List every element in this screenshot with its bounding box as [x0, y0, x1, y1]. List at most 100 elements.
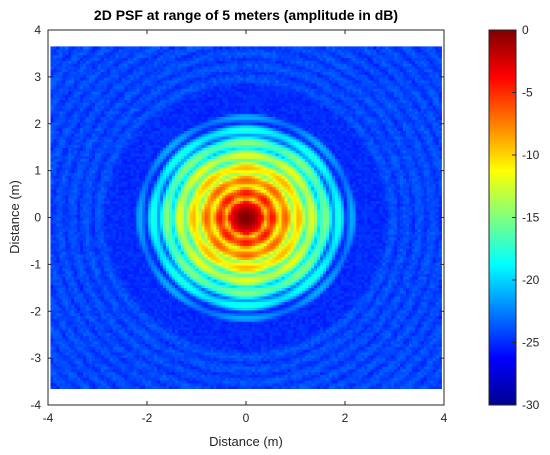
heatmap-cell	[59, 349, 62, 352]
heatmap-cell	[353, 296, 356, 299]
heatmap-cell	[273, 380, 276, 383]
heatmap-cell	[225, 310, 228, 313]
heatmap-cell	[80, 383, 83, 386]
heatmap-cell	[329, 282, 332, 285]
heatmap-cell	[237, 386, 240, 389]
heatmap-cell	[181, 302, 184, 305]
heatmap-cell	[86, 327, 89, 330]
heatmap-cell	[255, 383, 258, 386]
heatmap-cell	[252, 369, 255, 372]
heatmap-cell	[379, 352, 382, 355]
heatmap-cell	[299, 316, 302, 319]
heatmap-cell	[216, 293, 219, 296]
heatmap-cell	[184, 358, 187, 361]
heatmap-cell	[139, 352, 142, 355]
heatmap-cell	[424, 285, 427, 288]
heatmap-cell	[338, 377, 341, 380]
heatmap-cell	[373, 358, 376, 361]
heatmap-cell	[95, 369, 98, 372]
heatmap-cell	[107, 383, 110, 386]
heatmap-cell	[397, 335, 400, 338]
heatmap-cell	[62, 386, 65, 389]
heatmap-cell	[302, 349, 305, 352]
heatmap-cell	[427, 313, 430, 316]
heatmap-cell	[157, 338, 160, 341]
heatmap-cell	[142, 347, 145, 350]
heatmap-cell	[222, 349, 225, 352]
heatmap-cell	[246, 307, 249, 310]
heatmap-cell	[356, 361, 359, 364]
heatmap-cell	[113, 386, 116, 389]
heatmap-cell	[59, 333, 62, 336]
heatmap-cell	[403, 375, 406, 378]
heatmap-cell	[332, 321, 335, 324]
heatmap-cell	[172, 347, 175, 350]
heatmap-cell	[154, 310, 157, 313]
heatmap-cell	[92, 296, 95, 299]
heatmap-cell	[412, 377, 415, 380]
heatmap-cell	[68, 352, 71, 355]
heatmap-cell	[184, 335, 187, 338]
heatmap-cell	[53, 383, 56, 386]
heatmap-cell	[252, 321, 255, 324]
heatmap-cell	[246, 293, 249, 296]
heatmap-cell	[110, 296, 113, 299]
heatmap-cell	[89, 375, 92, 378]
heatmap-cell	[323, 296, 326, 299]
heatmap-cell	[308, 347, 311, 350]
heatmap-cell	[228, 375, 231, 378]
heatmap-cell	[415, 383, 418, 386]
heatmap-cell	[178, 352, 181, 355]
heatmap-cell	[213, 344, 216, 347]
heatmap-cell	[74, 383, 77, 386]
heatmap-cell	[338, 330, 341, 333]
heatmap-cell	[273, 355, 276, 358]
heatmap-cell	[267, 304, 270, 307]
heatmap-cell	[376, 299, 379, 302]
heatmap-cell	[385, 361, 388, 364]
heatmap-cell	[373, 355, 376, 358]
heatmap-cell	[299, 302, 302, 305]
heatmap-cell	[350, 363, 353, 366]
heatmap-cell	[394, 363, 397, 366]
heatmap-cell	[282, 324, 285, 327]
heatmap-cell	[219, 380, 222, 383]
heatmap-cell	[362, 341, 365, 344]
heatmap-cell	[270, 352, 273, 355]
heatmap-cell	[175, 288, 178, 291]
heatmap-cell	[175, 341, 178, 344]
heatmap-cell	[400, 310, 403, 313]
heatmap-cell	[350, 285, 353, 288]
heatmap-cell	[376, 288, 379, 291]
heatmap-cell	[252, 349, 255, 352]
heatmap-cell	[178, 363, 181, 366]
heatmap-cell	[187, 285, 190, 288]
heatmap-cell	[184, 386, 187, 389]
heatmap-cell	[104, 318, 107, 321]
heatmap-cell	[243, 327, 246, 330]
heatmap-cell	[237, 338, 240, 341]
heatmap-cell	[175, 324, 178, 327]
heatmap-cell	[412, 352, 415, 355]
heatmap-cell	[219, 288, 222, 291]
heatmap-cell	[418, 386, 421, 389]
heatmap-cell	[344, 333, 347, 336]
heatmap-cell	[213, 386, 216, 389]
heatmap-cell	[311, 299, 314, 302]
heatmap-cell	[228, 285, 231, 288]
heatmap-cell	[382, 290, 385, 293]
heatmap-cell	[68, 293, 71, 296]
heatmap-cell	[267, 333, 270, 336]
heatmap-cell	[258, 307, 261, 310]
heatmap-cell	[311, 380, 314, 383]
heatmap-cell	[418, 307, 421, 310]
heatmap-cell	[314, 335, 317, 338]
heatmap-cell	[285, 293, 288, 296]
heatmap-cell	[169, 366, 172, 369]
heatmap-cell	[287, 307, 290, 310]
heatmap-cell	[255, 380, 258, 383]
heatmap-cell	[154, 321, 157, 324]
heatmap-cell	[92, 363, 95, 366]
heatmap-cell	[187, 369, 190, 372]
heatmap-cell	[314, 285, 317, 288]
